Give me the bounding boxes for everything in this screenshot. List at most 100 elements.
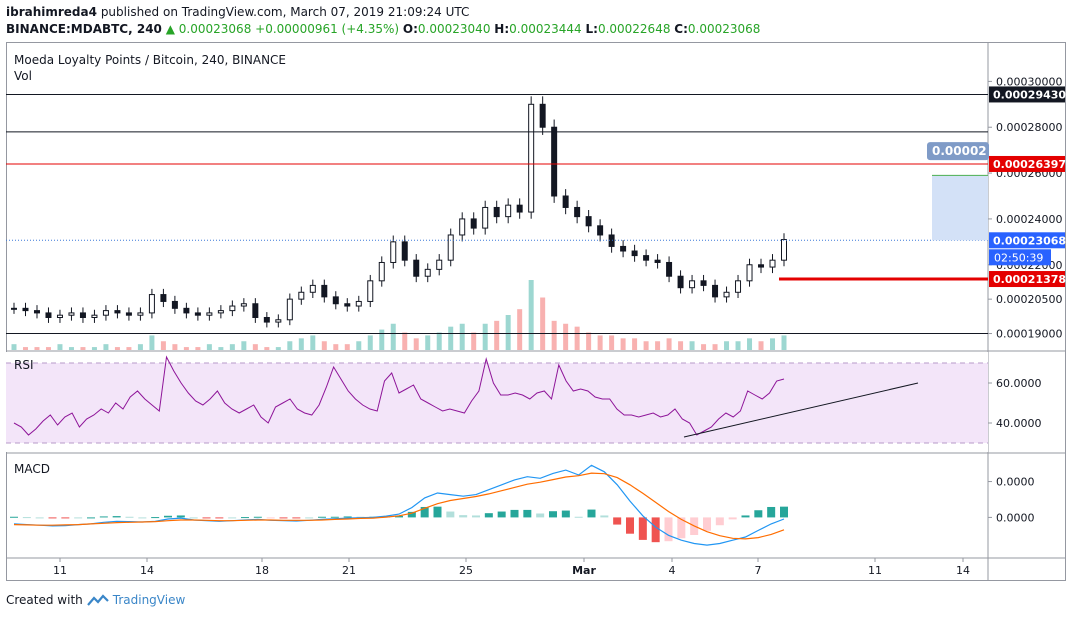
time-tick-label: 14	[956, 564, 970, 577]
volume-bar	[701, 344, 707, 350]
volume-bar	[195, 347, 201, 350]
volume-bar	[425, 335, 431, 350]
time-tick-label: 14	[140, 564, 154, 577]
volume-bar	[551, 320, 557, 350]
candle-body	[689, 280, 696, 289]
candle-body	[102, 310, 109, 316]
candle-body	[286, 298, 293, 321]
macd-histogram-bar	[279, 517, 288, 519]
candle-body	[171, 300, 178, 309]
volume-bar	[471, 332, 477, 350]
macd-histogram-bar	[472, 515, 480, 518]
candle-body	[22, 307, 29, 312]
macd-histogram-bar	[767, 506, 776, 518]
macd-histogram-bar	[202, 517, 211, 519]
candle-body	[298, 291, 305, 300]
chart-background	[6, 42, 1066, 580]
macd-histogram-bar	[343, 516, 352, 518]
high-value: 0.00023444	[509, 22, 582, 36]
author-name[interactable]: ibrahimreda4	[6, 5, 97, 19]
last-price-label: 0.00023068	[993, 234, 1066, 247]
candle-body	[321, 284, 328, 298]
volume-bar	[172, 344, 178, 350]
publish-info: ibrahimreda4 published on TradingView.co…	[6, 5, 469, 19]
macd-histogram-bar	[484, 513, 493, 518]
candle-body	[160, 294, 167, 302]
volume-bar	[310, 335, 316, 350]
candle-body	[712, 284, 719, 298]
level-price-label: 0.00021378	[993, 273, 1066, 286]
macd-histogram-bar	[407, 511, 416, 518]
candle-body	[482, 206, 489, 229]
macd-histogram-bar	[176, 515, 185, 518]
volume-label: Vol	[14, 69, 32, 83]
macd-histogram-bar	[253, 516, 262, 518]
candle-body	[505, 204, 512, 218]
candle-body	[493, 206, 500, 218]
target-zone-box	[932, 175, 988, 241]
rsi-band	[6, 363, 988, 443]
macd-histogram-bar	[22, 517, 31, 519]
candle-body	[332, 296, 339, 305]
candle-body	[758, 264, 765, 268]
published-text: published on TradingView.com, March 07, …	[100, 5, 470, 19]
level-price-label: 0.00029430	[993, 88, 1066, 101]
volume-bar	[540, 297, 546, 350]
macd-histogram-bar	[125, 516, 134, 518]
macd-histogram-bar	[574, 516, 583, 518]
volume-bar	[689, 341, 695, 350]
macd-label: MACD	[14, 462, 50, 476]
volume-bar	[57, 344, 63, 350]
macd-histogram-bar	[35, 517, 44, 519]
volume-bar	[126, 347, 132, 350]
volume-bar	[586, 332, 592, 350]
volume-bar	[758, 341, 764, 350]
macd-histogram-bar	[626, 517, 634, 534]
time-tick-label: 4	[669, 564, 676, 577]
volume-bar	[735, 341, 741, 350]
volume-bar	[333, 344, 339, 350]
macd-histogram-bar	[48, 517, 57, 519]
volume-bar	[252, 344, 258, 350]
candle-body	[79, 312, 86, 318]
candle-body	[436, 259, 443, 270]
macd-histogram-bar	[651, 517, 660, 543]
volume-bar	[218, 347, 224, 350]
chart-svg[interactable]: 0.000300000.000280000.000260000.00024000…	[6, 42, 1066, 587]
symbol-line: BINANCE:MDABTC, 240	[6, 22, 162, 36]
volume-bar	[712, 344, 718, 350]
candle-body	[677, 275, 684, 289]
volume-bar	[609, 335, 615, 350]
candle-body	[91, 314, 98, 318]
volume-bar	[402, 332, 408, 350]
candle-body	[528, 103, 535, 213]
time-tick-label: 18	[255, 564, 269, 577]
candle-body	[344, 303, 351, 307]
macd-histogram-bar	[138, 517, 147, 519]
tradingview-brand[interactable]: TradingView	[112, 593, 186, 607]
chart-area[interactable]: 0.00030000 0.00028000 0.00026000 0.00024000…	[6, 42, 1066, 591]
change-value: +0.00000961 (+4.35%)	[255, 22, 400, 36]
open-label: O:	[402, 22, 418, 36]
up-arrow-icon: ▲	[165, 22, 175, 36]
macd-histogram-bar	[164, 515, 172, 518]
volume-bar	[643, 341, 649, 350]
macd-histogram-bar	[395, 515, 403, 518]
time-tick-label: 11	[868, 564, 882, 577]
volume-bar	[666, 338, 672, 350]
macd-histogram-bar	[112, 516, 121, 518]
candle-body	[551, 126, 558, 197]
volume-bar	[68, 347, 74, 350]
candle-body	[240, 303, 247, 307]
volume-bar	[574, 326, 580, 350]
volume-bar	[287, 341, 293, 350]
macd-histogram-bar	[318, 516, 326, 518]
volume-bar	[45, 347, 51, 350]
rsi-tick-label: 60.0000	[996, 377, 1042, 390]
macd-histogram-bar	[510, 509, 519, 518]
rsi-label: RSI	[14, 358, 34, 372]
volume-bar	[724, 341, 730, 350]
volume-bar	[11, 344, 17, 350]
macd-histogram-bar	[703, 517, 711, 531]
volume-bar	[367, 335, 373, 350]
